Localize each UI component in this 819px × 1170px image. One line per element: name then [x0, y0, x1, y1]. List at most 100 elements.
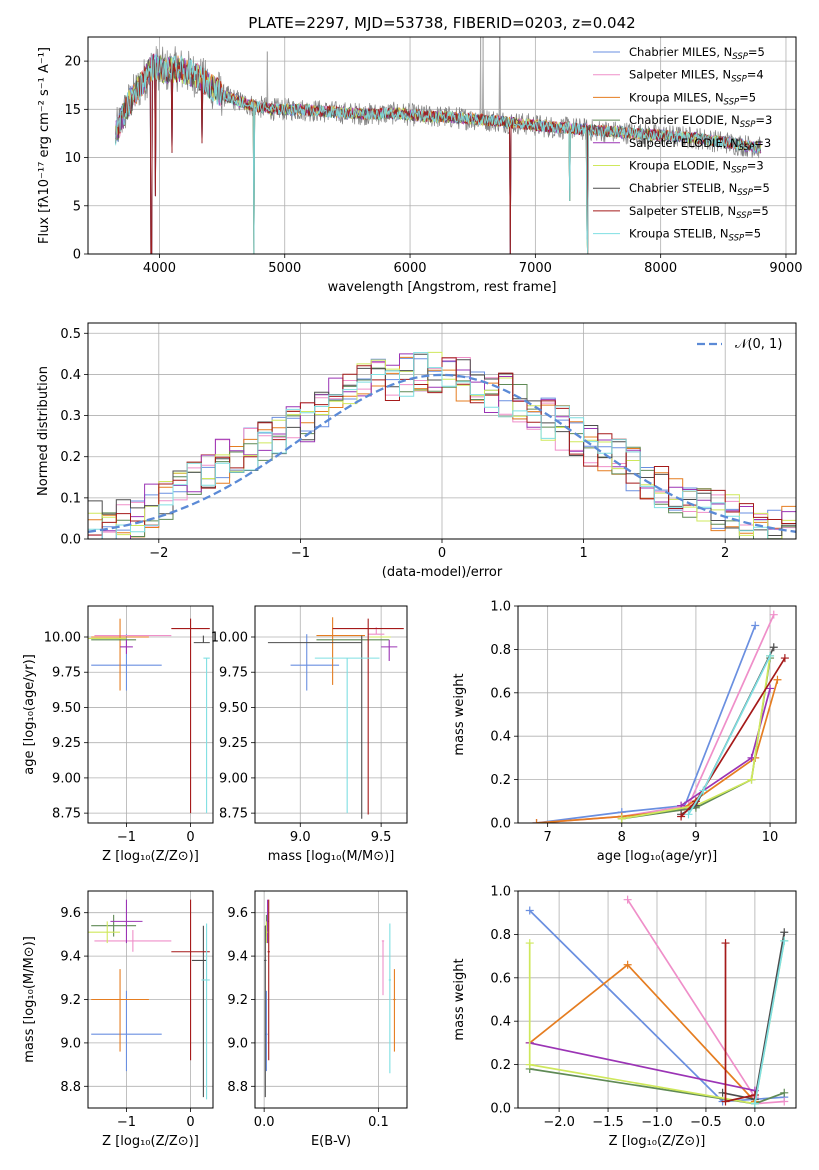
massweight-vs-Z-axes: [518, 890, 796, 1109]
age-vs-Z-ticks: −1 0 8.75 9.00 9.25 9.50 9.75 10.00 Z [log₁₀(Z/Z…: [22, 605, 214, 864]
weight-marker-1: [769, 610, 778, 619]
weight-marker-1: [623, 895, 632, 904]
massweight-vs-Z-xlabel: Z [log₁₀(Z/Z⊙)]: [609, 1134, 706, 1149]
residuals-xtick-label: 0: [438, 546, 446, 561]
mass-vs-Z-xtick-label: 0: [186, 1115, 194, 1130]
age-vs-mass-axes: [255, 606, 407, 823]
mass-vs-ebv-ytick-label: 9.2: [227, 993, 248, 1008]
age-vs-Z-ytick-label: 9.00: [52, 771, 81, 786]
residuals-ticks: −2 −1 0 1 2 0.0 0.1 0.2 0.3 0.4 0.5 (data-model)/er…: [36, 322, 797, 580]
mass-vs-Z-xlabel: Z [log₁₀(Z/Z⊙)]: [102, 1134, 199, 1149]
mass-vs-ebv-ytick-label: 9.4: [227, 950, 248, 965]
weight-marker-2: [532, 819, 541, 823]
massweight-vs-age-ylabel: mass weight: [452, 673, 467, 755]
mass-vs-Z-ytick-label: 9.2: [60, 993, 81, 1008]
residuals-xtick-label: 2: [721, 546, 729, 561]
weight-marker-8: [780, 936, 789, 945]
mass-vs-ebv-ytick-label: 8.8: [227, 1080, 248, 1095]
mass-vs-Z-ytick-label: 9.6: [60, 906, 81, 921]
weight-line-7: [724, 943, 756, 1103]
weight-line-5: [621, 655, 771, 820]
age-vs-mass-xlabel: mass [log₁₀(M/M⊙)]: [268, 849, 395, 864]
mass-vs-Z-ylabel: mass [log₁₀(M/M⊙)]: [22, 936, 37, 1063]
spectrum-xtick-label: 7000: [519, 261, 552, 276]
age-vs-Z-ytick-label: 8.75: [52, 807, 81, 822]
weight-marker-3: [780, 1088, 789, 1097]
weight-marker-2: [623, 960, 632, 969]
age-vs-Z-ytick-label: 9.25: [52, 736, 81, 751]
massweight-vs-Z-xtick-label: −1.5: [592, 1115, 624, 1130]
mass-vs-Z-plot: [88, 899, 210, 1100]
weight-marker-7: [677, 812, 686, 821]
residuals-xtick-label: −2: [149, 546, 168, 561]
residuals-ytick-label: 0.4: [60, 368, 81, 383]
massweight-vs-age-ytick-label: 0.6: [490, 686, 511, 701]
spectrum-ytick-label: 15: [64, 103, 81, 118]
weight-line-2: [529, 963, 756, 1103]
mass-vs-Z-ytick-label: 9.0: [60, 1036, 81, 1051]
weight-marker-5: [525, 939, 534, 948]
spectrum-legend: Chabrier MILES, NSSP=5 Salpeter MILES, NS…: [593, 45, 772, 244]
massweight-vs-age-ytick-label: 0.4: [490, 730, 511, 745]
age-vs-mass-ytick-label: 9.25: [219, 736, 248, 751]
massweight-vs-Z-xtick-label: −2.0: [543, 1115, 575, 1130]
mass-vs-ebv-ytick-label: 9.6: [227, 906, 248, 921]
age-vs-Z-xtick-label: 0: [186, 830, 194, 845]
weight-line-6: [722, 932, 786, 1101]
massweight-vs-age-ytick-label: 0.2: [490, 773, 511, 788]
residuals-ytick-label: 0.5: [60, 327, 81, 342]
weight-line-8: [754, 940, 786, 1104]
mass-vs-ebv-xtick-label: 0.0: [254, 1115, 275, 1130]
massweight-vs-Z-ytick-label: 0.0: [490, 1102, 511, 1117]
spectrum-xtick-label: 5000: [268, 261, 301, 276]
massweight-vs-Z-xtick-label: 0.0: [745, 1115, 766, 1130]
residuals-ytick-label: 0.0: [60, 533, 81, 548]
weight-marker-1: [780, 1097, 789, 1106]
mass-vs-ebv-axes: [255, 891, 407, 1108]
mass-vs-Z-ytick-label: 8.8: [60, 1080, 81, 1095]
age-vs-mass-xtick-label: 9.0: [290, 830, 311, 845]
age-vs-mass-ytick-label: 9.50: [219, 701, 248, 716]
mass-vs-ebv-ytick-label: 9.0: [227, 1036, 248, 1051]
spectrum-ytick-label: 20: [64, 55, 81, 70]
spectrum-ylabel: Flux [fλ10⁻¹⁷ erg cm⁻² s⁻¹ A⁻¹]: [37, 47, 52, 244]
weight-marker-8: [750, 1099, 759, 1108]
spectrum-ytick-label: 10: [64, 151, 81, 166]
legend-label: Chabrier ELODIE, NSSP=3: [629, 113, 772, 130]
age-vs-mass-plot: [267, 617, 404, 819]
age-vs-Z-frame: [87, 605, 214, 824]
massweight-vs-Z-xtick-label: −1.0: [641, 1115, 673, 1130]
spectrum-xtick-label: 9000: [769, 261, 802, 276]
massweight-vs-Z-ytick-label: 0.8: [490, 928, 511, 943]
legend-label: Kroupa MILES, NSSP=5: [629, 90, 756, 107]
age-vs-Z-ytick-label: 10.00: [44, 631, 81, 646]
spectrum-xtick-label: 6000: [393, 261, 426, 276]
massweight-vs-age-ticks: 7 8 9 10 0.0 0.2 0.4 0.6 0.8 1.0 age [log₁₀(age/yr…: [452, 600, 797, 864]
residuals-xtick-label: 1: [579, 546, 587, 561]
legend-label: Salpeter STELIB, NSSP=5: [629, 204, 769, 221]
massweight-vs-Z-ytick-label: 0.2: [490, 1058, 511, 1073]
age-vs-Z-ytick-label: 9.50: [52, 701, 81, 716]
spectrum-frame: [87, 36, 797, 255]
spectrum-ticks: 4000 5000 6000 7000 8000 9000 0 5 10 15 20 waveleng…: [37, 36, 803, 295]
age-vs-Z-xlabel: Z [log₁₀(Z/Z⊙)]: [102, 849, 199, 864]
age-vs-mass-ytick-label: 9.00: [219, 771, 248, 786]
weight-marker-4: [766, 684, 775, 693]
massweight-vs-Z-ylabel: mass weight: [452, 958, 467, 1040]
normal-curve: [88, 373, 796, 533]
weight-marker-5: [747, 775, 756, 784]
model-spectrum-8: [115, 54, 762, 254]
residuals-ytick-label: 0.3: [60, 409, 81, 424]
massweight-vs-Z-ytick-label: 0.6: [490, 971, 511, 986]
massweight-vs-Z-ticks: −2.0 −1.5 −1.0 −0.5 0.0 0.0 0.2 0.4 0.6 0.8 1.0 Z […: [452, 885, 797, 1149]
spectrum-plot: [115, 37, 762, 254]
age-vs-mass-ytick-label: 8.75: [219, 807, 248, 822]
residuals-ylabel: Normed distribution: [36, 366, 51, 496]
mass-vs-ebv-xtick-label: 0.1: [368, 1115, 389, 1130]
weight-marker-6: [769, 643, 778, 652]
legend-label: Kroupa STELIB, NSSP=5: [629, 227, 761, 244]
mass-vs-Z-ticks: −1 0 8.8 9.0 9.2 9.4 9.6 Z [log₁₀(Z/Z⊙)] mass [l…: [22, 890, 214, 1149]
model-spectrum-6: [115, 55, 762, 254]
mass-vs-ebv-xlabel: E(B-V): [311, 1134, 351, 1149]
weight-marker-5: [525, 1060, 534, 1069]
